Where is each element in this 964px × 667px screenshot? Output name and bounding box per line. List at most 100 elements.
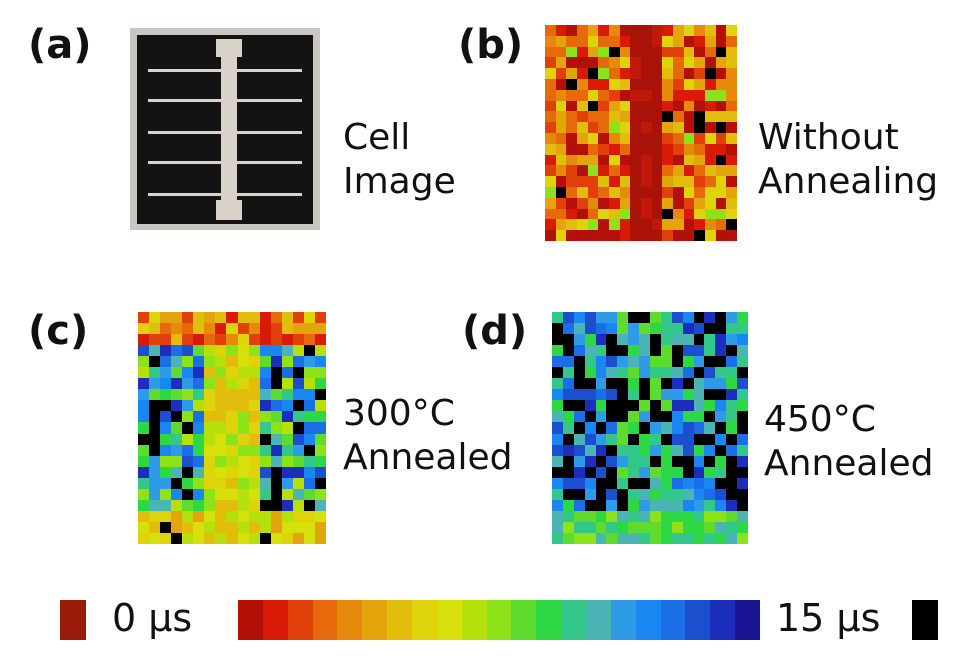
map-pixel (715, 400, 727, 412)
map-pixel (694, 46, 705, 58)
map-pixel (270, 312, 282, 324)
map-pixel (704, 477, 716, 489)
map-pixel (573, 389, 585, 401)
map-pixel (552, 499, 563, 511)
map-pixel (303, 312, 315, 324)
map-pixel (650, 488, 661, 500)
map-pixel (671, 466, 683, 478)
map-pixel (660, 444, 672, 456)
map-pixel (281, 334, 293, 346)
map-pixel (204, 389, 216, 401)
map-pixel (587, 133, 599, 144)
map-pixel (577, 35, 588, 47)
map-pixel (226, 422, 238, 434)
map-pixel (226, 433, 238, 445)
map-pixel (639, 345, 650, 357)
map-pixel (671, 323, 683, 335)
map-pixel (149, 521, 161, 533)
map-pixel (651, 154, 663, 166)
map-pixel (660, 488, 672, 500)
map-pixel (281, 400, 293, 412)
map-pixel (281, 323, 293, 335)
map-pixel (617, 499, 629, 511)
map-pixel (577, 176, 588, 187)
map-pixel (737, 323, 748, 335)
map-pixel (705, 133, 716, 144)
map-pixel (237, 422, 249, 434)
map-pixel (628, 422, 640, 434)
map-pixel (737, 521, 748, 533)
map-pixel (630, 46, 641, 58)
map-pixel (281, 411, 293, 423)
map-pixel (595, 521, 607, 533)
map-pixel (182, 499, 194, 511)
max-lifetime-swatch (912, 600, 938, 640)
map-pixel (671, 378, 683, 390)
map-pixel (660, 499, 672, 511)
map-pixel (639, 499, 650, 511)
map-pixel (595, 400, 607, 412)
map-pixel (237, 400, 249, 412)
map-pixel (694, 111, 705, 123)
map-pixel (555, 57, 567, 69)
panel-a-caption: Cell Image (343, 116, 456, 204)
map-pixel (552, 521, 563, 533)
map-pixel (651, 133, 663, 144)
map-pixel (715, 230, 727, 241)
caption-line: 450°C (764, 399, 876, 440)
map-pixel (693, 345, 705, 357)
map-pixel (171, 411, 183, 423)
map-pixel (193, 400, 205, 412)
map-pixel (639, 378, 650, 390)
map-pixel (704, 422, 716, 434)
map-pixel (683, 89, 695, 101)
map-pixel (270, 433, 282, 445)
map-pixel (248, 433, 260, 445)
map-pixel (641, 187, 652, 198)
map-pixel (726, 219, 737, 231)
map-pixel (737, 334, 748, 346)
map-pixel (587, 230, 599, 241)
map-pixel (726, 400, 738, 412)
panel-c-caption: 300°C Annealed (343, 392, 512, 480)
map-pixel (562, 411, 574, 423)
map-pixel (617, 433, 629, 445)
map-pixel (573, 455, 585, 467)
map-pixel (662, 133, 673, 144)
map-pixel (693, 422, 705, 434)
map-pixel (726, 345, 738, 357)
map-pixel (171, 334, 183, 346)
map-pixel (248, 455, 260, 467)
map-pixel (630, 154, 641, 166)
map-pixel (566, 230, 577, 241)
map-pixel (577, 230, 588, 241)
map-pixel (673, 197, 684, 209)
busbar-bottom-pad (216, 200, 242, 220)
map-pixel (160, 499, 172, 511)
map-pixel (595, 345, 607, 357)
map-pixel (292, 499, 304, 511)
map-pixel (641, 35, 652, 47)
map-pixel (693, 488, 705, 500)
map-pixel (704, 521, 716, 533)
map-pixel (182, 345, 194, 357)
color-scale-step (610, 600, 636, 640)
map-pixel (683, 143, 695, 155)
map-pixel (182, 312, 194, 324)
map-pixel (715, 521, 727, 533)
map-pixel (215, 488, 227, 500)
map-pixel (292, 367, 304, 379)
map-pixel (606, 455, 618, 467)
map-pixel (704, 532, 716, 544)
map-pixel (682, 400, 694, 412)
map-pixel (573, 356, 585, 368)
map-pixel (715, 312, 727, 324)
map-pixel (193, 433, 205, 445)
map-pixel (595, 389, 607, 401)
map-pixel (639, 444, 650, 456)
map-pixel (566, 143, 577, 155)
map-pixel (566, 197, 577, 209)
map-pixel (726, 122, 737, 133)
map-pixel (138, 444, 150, 456)
map-pixel (683, 154, 695, 166)
